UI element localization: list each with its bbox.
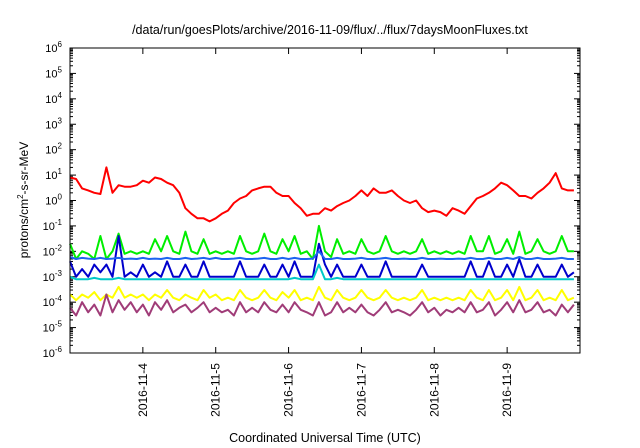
y-tick-label: 102 <box>45 142 62 157</box>
y-tick-label-exp: 4 <box>58 91 63 100</box>
y-tick-label-exp: 1 <box>58 167 63 176</box>
x-tick-label: 2016-11-6 <box>282 363 296 417</box>
x-tick-label: 2016-11-8 <box>427 363 441 417</box>
series-line-1 <box>69 166 574 223</box>
series-line-7 <box>69 293 575 317</box>
series-line-2 <box>69 224 574 260</box>
y-tick-label: 10-5 <box>43 320 63 335</box>
y-tick-label-exp: 2 <box>58 142 63 151</box>
x-axis-label: Coordinated Universal Time (UTC) <box>229 431 421 445</box>
y-tick-label-base: 10 <box>45 43 57 55</box>
y-tick-label: 100 <box>45 193 62 208</box>
y-tick-label: 10-6 <box>43 345 63 360</box>
y-tick-label-exp: -2 <box>55 243 63 252</box>
y-tick-label-base: 10 <box>43 348 55 360</box>
y-tick-label: 103 <box>45 116 62 131</box>
y-tick-label-base: 10 <box>43 272 55 284</box>
y-tick-label-exp: -5 <box>55 320 63 329</box>
plot-frame <box>69 47 581 354</box>
y-tick-label-base: 10 <box>45 68 57 80</box>
y-tick-label: 106 <box>45 40 62 55</box>
y-axis-label-main: protons/cm <box>17 199 31 258</box>
x-axis: 2016-11-4 2016-11-5 2016-11-6 2016-11-7 2016… <box>136 48 514 417</box>
series-layer <box>69 166 575 317</box>
y-tick-label-base: 10 <box>45 170 57 182</box>
y-tick-label: 104 <box>45 91 62 106</box>
y-tick-label-base: 10 <box>45 94 57 106</box>
y-tick-label: 10-4 <box>43 294 63 309</box>
chart-title: /data/run/goesPlots/archive/2016-11-09/f… <box>132 23 528 37</box>
y-tick-label-exp: 0 <box>58 193 63 202</box>
y-tick-label-exp: 3 <box>58 116 63 125</box>
series-line-6 <box>69 285 575 302</box>
y-tick-label-exp: 5 <box>58 65 63 74</box>
y-tick-label-exp: -4 <box>55 294 63 303</box>
x-tick-label: 2016-11-4 <box>136 363 150 417</box>
y-tick-label: 10-1 <box>43 218 63 233</box>
y-tick-label-exp: -1 <box>55 218 63 227</box>
y-tick-label-exp: -3 <box>55 269 63 278</box>
series-line-5 <box>69 250 574 260</box>
y-axis-label-rest: -s-sr-MeV <box>17 142 31 195</box>
x-tick-label: 2016-11-9 <box>500 363 514 417</box>
y-tick-label-exp: 6 <box>58 40 63 49</box>
y-tick-label-base: 10 <box>43 323 55 335</box>
y-tick-label: 101 <box>45 167 62 182</box>
y-axis-label-sup: 2 <box>16 194 25 199</box>
y-tick-label-base: 10 <box>43 246 55 258</box>
y-axis-label: protons/cm2-s-sr-MeV <box>16 142 31 258</box>
x-tick-label: 2016-11-5 <box>209 363 223 417</box>
y-tick-label-base: 10 <box>45 119 57 131</box>
y-tick-label-base: 10 <box>45 196 57 208</box>
y-tick-label: 105 <box>45 65 62 80</box>
x-tick-label: 2016-11-7 <box>354 363 368 417</box>
y-tick-label: 10-3 <box>43 269 63 284</box>
y-axis: 10-610-510-410-310-210-11001011021031041… <box>43 40 580 360</box>
y-tick-label-base: 10 <box>43 297 55 309</box>
y-tick-label-base: 10 <box>43 221 55 233</box>
y-tick-label: 10-2 <box>43 243 63 258</box>
y-tick-label-base: 10 <box>45 145 57 157</box>
series-line-4 <box>69 263 574 281</box>
y-tick-label-exp: -6 <box>55 345 63 354</box>
